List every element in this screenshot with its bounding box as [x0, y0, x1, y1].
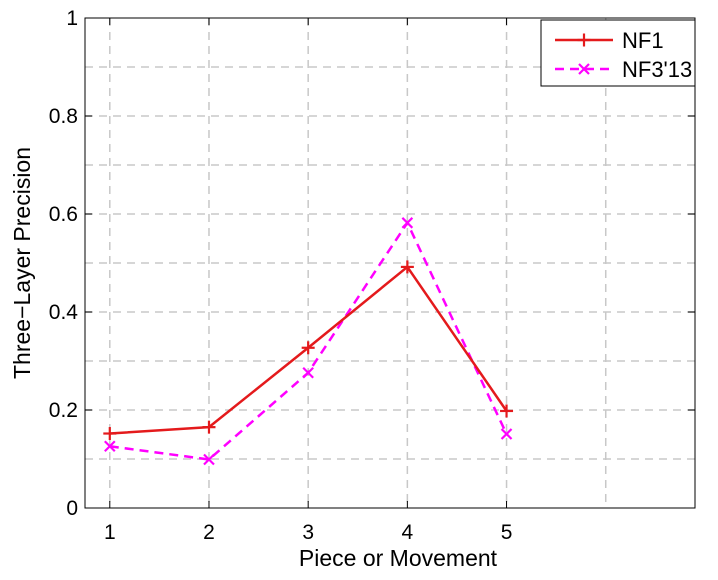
y-tick-label: 0.2 [49, 399, 78, 422]
data-point-nf1 [400, 260, 414, 274]
legend: NF1 NF3'13 [540, 19, 696, 87]
data-point-nf1 [202, 420, 216, 434]
legend-marker-nf1 [577, 33, 591, 47]
legend-marker-nf3 [578, 63, 590, 75]
marker-stroke [578, 63, 590, 75]
y-tick-label: 0.8 [49, 105, 78, 128]
y-tick-label: 0 [66, 497, 78, 520]
x-tick-label: 3 [302, 521, 314, 544]
y-axis-label: Three−Layer Precision [9, 147, 35, 379]
data-point-nf3 [104, 440, 116, 453]
legend-label-nf3: NF3'13 [622, 57, 692, 82]
marker-stroke [500, 428, 513, 440]
y-tick-label: 1 [66, 7, 78, 30]
data-point-nf1 [301, 341, 315, 355]
series-group [103, 217, 514, 466]
axis-ticks: 1 2 3 4 5 0 0.2 0.4 0.6 0.8 1 [49, 7, 695, 544]
x-tick-label: 1 [104, 521, 116, 544]
data-point-nf3 [500, 428, 513, 440]
data-point-nf3 [401, 217, 414, 229]
x-tick-label: 2 [203, 521, 215, 544]
legend-box [540, 19, 696, 87]
marker-stroke [203, 453, 215, 466]
marker-stroke [302, 366, 314, 379]
legend-label-nf1: NF1 [622, 28, 664, 53]
y-tick-label: 0.4 [49, 301, 79, 324]
legend-items [555, 33, 613, 75]
marker-stroke [104, 440, 116, 453]
y-tick-label: 0.6 [49, 203, 78, 226]
data-point-nf3 [302, 366, 314, 379]
data-point-nf3 [203, 453, 215, 466]
x-tick-label: 5 [501, 521, 513, 544]
plot-area-frame [84, 17, 696, 509]
marker-stroke [401, 217, 414, 229]
data-point-nf1 [103, 427, 117, 441]
x-tick-label: 4 [402, 521, 414, 544]
data-point-nf1 [500, 404, 514, 418]
x-axis-label: Piece or Movement [299, 545, 498, 571]
